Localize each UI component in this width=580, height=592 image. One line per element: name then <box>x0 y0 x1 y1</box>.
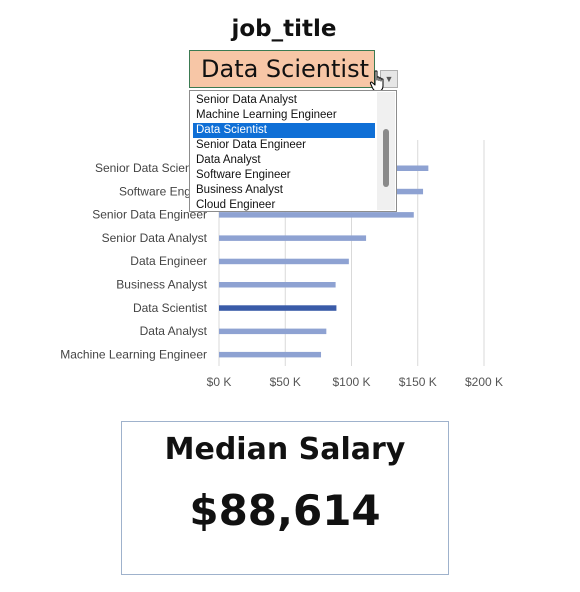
y-category-label: Business Analyst <box>116 278 207 292</box>
y-category-label: Data Engineer <box>130 254 207 268</box>
y-category-label: Data Scientist <box>133 301 208 315</box>
option-data-scientist[interactable]: Data Scientist <box>193 123 375 138</box>
option-data-analyst[interactable]: Data Analyst <box>196 154 261 166</box>
bar <box>219 235 367 241</box>
job-title-options-list[interactable]: Senior Data Analyst Machine Learning Eng… <box>189 90 397 212</box>
x-tick-label: $100 K <box>332 375 370 389</box>
x-tick-label: $50 K <box>270 375 301 389</box>
bar <box>219 351 322 358</box>
option-senior-data-engineer[interactable]: Senior Data Engineer <box>196 139 306 151</box>
bar <box>219 328 327 335</box>
dropdown-selected-value: Data Scientist <box>201 55 369 83</box>
option-cloud-engineer[interactable]: Cloud Engineer <box>196 199 276 211</box>
y-category-label: Machine Learning Engineer <box>60 347 207 361</box>
x-tick-label: $150 K <box>399 375 437 389</box>
job-title-dropdown[interactable]: Data Scientist <box>189 50 375 88</box>
median-salary-value: $88,614 <box>189 486 381 535</box>
filter-title: job_title <box>231 16 337 42</box>
y-category-label: Senior Data Engineer <box>92 208 207 222</box>
option-senior-data-analyst[interactable]: Senior Data Analyst <box>196 94 298 106</box>
option-business-analyst[interactable]: Business Analyst <box>196 184 283 196</box>
median-salary-card: Median Salary $88,614 <box>121 421 449 575</box>
y-category-label: Software Engine <box>119 184 207 198</box>
option-machine-learning-engineer[interactable]: Machine Learning Engineer <box>196 109 337 121</box>
y-category-label: Senior Data Scientist <box>95 161 208 175</box>
bar <box>219 305 337 311</box>
hand-cursor-icon <box>369 70 384 92</box>
bar <box>219 258 349 265</box>
scrollbar-thumb[interactable] <box>383 129 389 187</box>
y-category-label: Data Analyst <box>140 324 208 338</box>
list-scrollbar[interactable] <box>377 92 395 210</box>
median-salary-label: Median Salary <box>164 432 406 467</box>
bar <box>219 282 336 288</box>
bar <box>219 212 414 218</box>
y-category-label: Senior Data Analyst <box>102 231 208 245</box>
x-tick-label: $200 K <box>465 375 503 389</box>
x-tick-label: $0 K <box>207 375 232 389</box>
option-software-engineer[interactable]: Software Engineer <box>196 169 291 181</box>
